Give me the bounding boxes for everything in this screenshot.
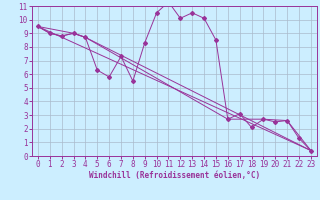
X-axis label: Windchill (Refroidissement éolien,°C): Windchill (Refroidissement éolien,°C): [89, 171, 260, 180]
